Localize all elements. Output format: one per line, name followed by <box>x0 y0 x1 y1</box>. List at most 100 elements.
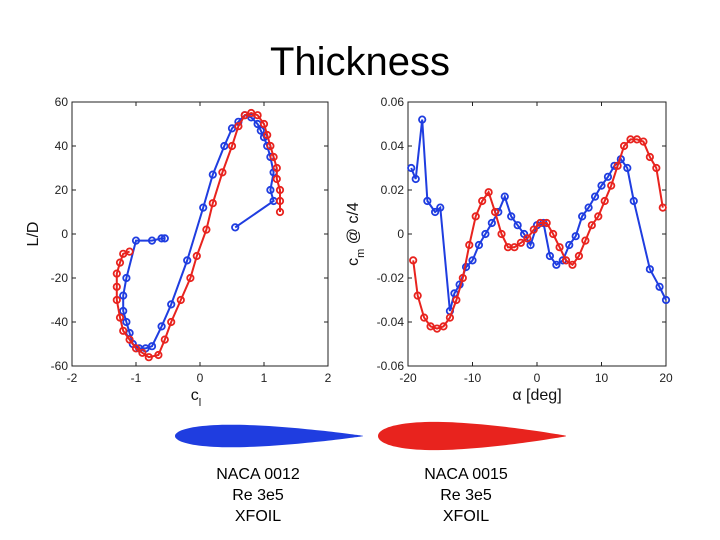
data-point-naca-0012 <box>597 181 606 190</box>
x-tick-label: 0 <box>197 371 204 385</box>
right-ylabel-suffix: @ c/4 <box>345 202 362 249</box>
data-point-naca-0015 <box>516 238 525 247</box>
data-point-naca-0015 <box>154 350 163 360</box>
data-point-naca-0012 <box>220 141 229 151</box>
y-tick-label: -0.04 <box>377 315 405 329</box>
left-xlabel: cl <box>191 387 201 409</box>
data-point-naca-0012 <box>119 306 128 316</box>
data-point-naca-0015 <box>471 212 480 221</box>
data-point-naca-0015 <box>445 313 455 322</box>
right-ticks: -20 -10 0 10 20 -0.06 -0.04 -0.02 0 0.02 0.04 0.06 <box>377 95 673 385</box>
data-point-naca-0015 <box>568 260 577 269</box>
y-tick-label: 40 <box>55 139 69 153</box>
data-point-naca-0012 <box>119 291 128 300</box>
data-point-naca-0015 <box>125 247 134 256</box>
data-point-naca-0012 <box>157 322 166 331</box>
x-tick-label: 0 <box>534 371 541 385</box>
data-point-naca-0012 <box>645 265 654 274</box>
x-tick-label: -10 <box>464 371 482 385</box>
left-series <box>112 108 285 362</box>
data-point-naca-0012 <box>199 203 208 212</box>
data-point-naca-0015 <box>439 322 448 331</box>
data-point-naca-0012 <box>266 185 275 195</box>
data-point-naca-0012 <box>578 212 587 221</box>
data-point-naca-0012 <box>468 256 477 265</box>
data-point-naca-0015 <box>192 251 201 261</box>
data-point-naca-0015 <box>645 152 654 162</box>
slide-title: Thickness <box>269 40 451 84</box>
data-point-naca-0015 <box>613 161 622 170</box>
data-point-naca-0015 <box>607 181 616 190</box>
data-point-naca-0012 <box>157 234 166 243</box>
airfoil-naca-0012-shape <box>175 424 363 448</box>
data-point-naca-0015 <box>234 122 243 131</box>
data-point-naca-0015 <box>272 174 281 184</box>
y-tick-label: -60 <box>51 359 69 373</box>
data-point-naca-0015 <box>529 225 538 234</box>
series-line-naca-0015 <box>412 138 664 330</box>
data-point-naca-0012 <box>131 236 141 245</box>
data-point-naca-0015 <box>490 207 500 217</box>
data-point-naca-0015 <box>275 196 285 206</box>
y-tick-label: 0 <box>61 227 68 241</box>
data-point-naca-0015 <box>176 295 185 305</box>
data-point-naca-0012 <box>500 192 509 201</box>
data-point-naca-0012 <box>584 203 593 212</box>
data-point-naca-0015 <box>652 163 661 173</box>
data-point-naca-0015 <box>115 258 125 267</box>
data-point-naca-0012 <box>436 203 445 212</box>
data-point-naca-0015 <box>600 196 609 206</box>
data-point-naca-0012 <box>122 317 131 327</box>
right-chart: -20 -10 0 10 20-0.06-0.04-0.0200.020.040.06 … <box>345 95 673 404</box>
data-point-naca-0012 <box>526 240 535 250</box>
data-point-naca-0015 <box>574 251 584 261</box>
data-point-naca-0015 <box>227 141 237 151</box>
left-ticks: -2 -1 0 1 2 -60 -40 -20 0 20 40 60 <box>51 95 332 385</box>
data-point-naca-0015 <box>542 218 551 228</box>
left-axes-frame <box>71 101 329 367</box>
data-point-naca-0015 <box>112 295 121 305</box>
data-point-naca-0012 <box>513 221 522 230</box>
data-point-naca-0012 <box>481 229 490 239</box>
data-point-naca-0015 <box>549 229 558 239</box>
series-line-naca-0012 <box>410 119 667 312</box>
data-point-naca-0015 <box>275 185 285 195</box>
data-point-naca-0012 <box>623 163 632 173</box>
data-point-naca-0015 <box>186 273 195 283</box>
x-tick-label: -1 <box>131 371 142 385</box>
y-tick-label: 0.06 <box>381 95 405 109</box>
data-point-naca-0015 <box>484 188 493 197</box>
right-ylabel-sub: m <box>355 249 367 258</box>
caption-line: NACA 0015 <box>424 466 508 483</box>
data-point-naca-0015 <box>263 130 272 140</box>
data-point-naca-0015 <box>561 256 571 265</box>
caption-line: Re 3e5 <box>440 487 492 504</box>
x-tick-label: -2 <box>67 371 78 385</box>
y-tick-label: 0 <box>397 227 404 241</box>
data-point-naca-0015 <box>208 199 217 208</box>
y-tick-label: -0.06 <box>377 359 405 373</box>
y-tick-label: 0.02 <box>381 183 405 197</box>
data-point-naca-0015 <box>138 348 147 357</box>
data-point-naca-0012 <box>256 126 265 135</box>
data-point-naca-0015 <box>587 221 596 230</box>
data-point-naca-0012 <box>571 232 580 241</box>
right-ylabel: cm @ c/4 <box>345 202 367 266</box>
data-point-naca-0015 <box>452 295 461 305</box>
data-point-naca-0015 <box>119 326 128 335</box>
data-point-naca-0015 <box>269 152 278 162</box>
data-point-naca-0012 <box>418 115 427 124</box>
data-point-naca-0015 <box>594 212 603 221</box>
data-point-naca-0015 <box>497 229 506 239</box>
data-point-naca-0015 <box>259 119 269 129</box>
data-point-naca-0015 <box>240 111 249 120</box>
right-axes-frame <box>407 101 667 367</box>
data-point-naca-0012 <box>655 282 664 291</box>
x-tick-label: 1 <box>261 371 268 385</box>
left-chart: -2 -1 0 1 2 -60 -40 -20 0 20 40 60 L/D cl <box>25 95 332 409</box>
data-point-naca-0012 <box>167 300 176 309</box>
data-point-naca-0015 <box>581 236 590 245</box>
data-point-naca-0015 <box>115 313 125 322</box>
data-point-naca-0015 <box>218 168 227 177</box>
y-tick-label: 0.04 <box>381 139 405 153</box>
